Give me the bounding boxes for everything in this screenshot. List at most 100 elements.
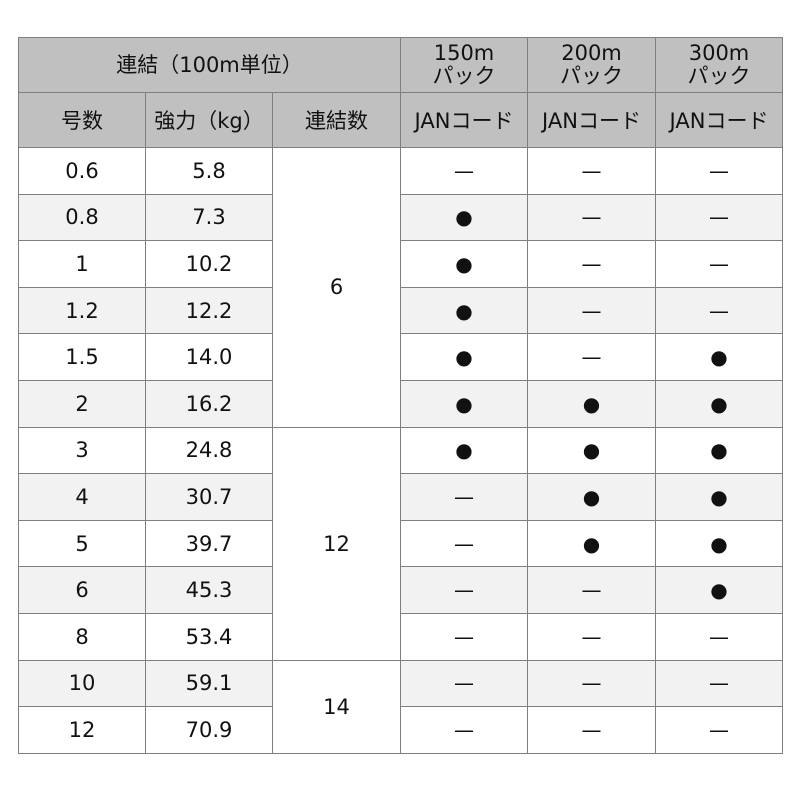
pack-200-availability: ● <box>527 519 656 568</box>
group-header: 連結（100m単位） <box>18 37 401 93</box>
pack-length: 300m <box>688 41 750 65</box>
size-cell: 0.8 <box>18 193 146 242</box>
pack-150-availability: — <box>400 147 528 195</box>
column-header-jan-150: JANコード <box>400 92 528 148</box>
table-row: 1.5 14.0 ● — ● <box>18 333 783 381</box>
pack-300-availability: — <box>655 147 783 195</box>
strength-cell: 70.9 <box>145 706 273 754</box>
pack-300-availability: — <box>655 240 783 288</box>
strength-cell: 39.7 <box>145 519 273 568</box>
pack-300-availability: — <box>655 193 783 242</box>
table-row: 0.6 5.8 6— — — <box>18 147 783 428</box>
pack-300-availability: ● <box>655 519 783 568</box>
table-row: 0.8 7.3 ● — — <box>18 193 783 242</box>
pack-200-availability: ● <box>527 426 656 475</box>
pack-150-availability: — <box>400 473 528 521</box>
table-row: 10 59.1 14— — — <box>18 659 783 754</box>
size-cell: 1 <box>18 240 146 288</box>
pack-150-availability: ● <box>400 193 528 242</box>
strength-cell: 45.3 <box>145 566 273 614</box>
strength-cell: 59.1 <box>145 659 273 708</box>
size-cell: 0.6 <box>18 147 146 195</box>
table-row: 8 53.4— — — <box>18 612 783 661</box>
pack-150-availability: — <box>400 519 528 568</box>
size-cell: 2 <box>18 379 146 428</box>
column-header-size: 号数 <box>18 92 146 148</box>
pack-200-availability: — <box>527 147 656 195</box>
pack-length: 200m <box>561 41 622 65</box>
pack-150-availability: — <box>400 706 528 754</box>
column-header-connections: 連結数 <box>272 92 401 148</box>
pack-unit: パック <box>687 64 751 88</box>
pack-150-availability: ● <box>400 426 528 475</box>
pack-150-header: 150m パック <box>400 37 528 93</box>
pack-200-availability: ● <box>527 379 656 428</box>
size-cell: 4 <box>18 473 146 521</box>
pack-200-availability: — <box>527 286 656 335</box>
strength-cell: 12.2 <box>145 286 273 335</box>
size-cell: 6 <box>18 566 146 614</box>
strength-cell: 30.7 <box>145 473 273 521</box>
table-row: 6 45.3— — ● <box>18 566 783 614</box>
pack-300-availability: ● <box>655 566 783 614</box>
pack-300-availability: — <box>655 612 783 661</box>
table-row: 1 10.2 ● — — <box>18 240 783 288</box>
strength-cell: 16.2 <box>145 379 273 428</box>
header-row-2: 号数 強力（kg） 連結数 JANコード JANコード JANコード <box>18 92 783 148</box>
table-row: 3 24.8 12 ● ● ● <box>18 426 783 661</box>
size-cell: 1.5 <box>18 333 146 381</box>
pack-300-availability: — <box>655 286 783 335</box>
size-cell: 5 <box>18 519 146 568</box>
pack-200-availability: — <box>527 333 656 381</box>
size-cell: 1.2 <box>18 286 146 335</box>
connections-cell: 6 <box>272 147 401 428</box>
strength-cell: 24.8 <box>145 426 273 475</box>
pack-150-availability: ● <box>400 286 528 335</box>
table-row: 4 30.7— ● ● <box>18 473 783 521</box>
pack-200-availability: — <box>527 193 656 242</box>
spec-table: 連結（100m単位） 150m パック 200m パック 300m パック 号数 強力… <box>18 37 783 754</box>
pack-unit: パック <box>432 64 496 88</box>
pack-200-availability: — <box>527 240 656 288</box>
strength-cell: 10.2 <box>145 240 273 288</box>
pack-300-availability: — <box>655 659 783 708</box>
pack-150-availability: ● <box>400 240 528 288</box>
pack-200-availability: — <box>527 659 656 708</box>
pack-300-availability: — <box>655 706 783 754</box>
pack-300-availability: ● <box>655 333 783 381</box>
size-cell: 3 <box>18 426 146 475</box>
size-cell: 8 <box>18 612 146 661</box>
pack-200-header: 200m パック <box>527 37 656 93</box>
pack-length: 150m <box>433 41 495 65</box>
pack-300-availability: ● <box>655 426 783 475</box>
size-cell: 12 <box>18 706 146 754</box>
pack-300-availability: ● <box>655 473 783 521</box>
strength-cell: 7.3 <box>145 193 273 242</box>
table-row: 2 16.2 ● ● ● <box>18 379 783 428</box>
column-header-jan-200: JANコード <box>527 92 656 148</box>
table-row: 12 70.9— — — <box>18 706 783 754</box>
strength-cell: 5.8 <box>145 147 273 195</box>
connections-cell: 14 <box>272 659 401 754</box>
pack-150-availability: — <box>400 659 528 708</box>
pack-unit: パック <box>560 64 623 88</box>
table-body: 0.6 5.8 6— — —0.8 7.3 ● — —1 10.2 ● — —1.2 12.2 ● — —1.5… <box>18 147 783 754</box>
pack-300-availability: ● <box>655 379 783 428</box>
table-row: 5 39.7— ● ● <box>18 519 783 568</box>
pack-200-availability: — <box>527 612 656 661</box>
pack-150-availability: — <box>400 566 528 614</box>
connections-cell: 12 <box>272 426 401 661</box>
pack-300-header: 300m パック <box>655 37 783 93</box>
strength-cell: 14.0 <box>145 333 273 381</box>
size-cell: 10 <box>18 659 146 708</box>
pack-200-availability: ● <box>527 473 656 521</box>
pack-150-availability: ● <box>400 379 528 428</box>
header-row-1: 連結（100m単位） 150m パック 200m パック 300m パック <box>18 37 783 93</box>
column-header-jan-300: JANコード <box>655 92 783 148</box>
pack-200-availability: — <box>527 706 656 754</box>
column-header-strength: 強力（kg） <box>145 92 273 148</box>
table-row: 1.2 12.2 ● — — <box>18 286 783 335</box>
pack-200-availability: — <box>527 566 656 614</box>
pack-150-availability: — <box>400 612 528 661</box>
pack-150-availability: ● <box>400 333 528 381</box>
